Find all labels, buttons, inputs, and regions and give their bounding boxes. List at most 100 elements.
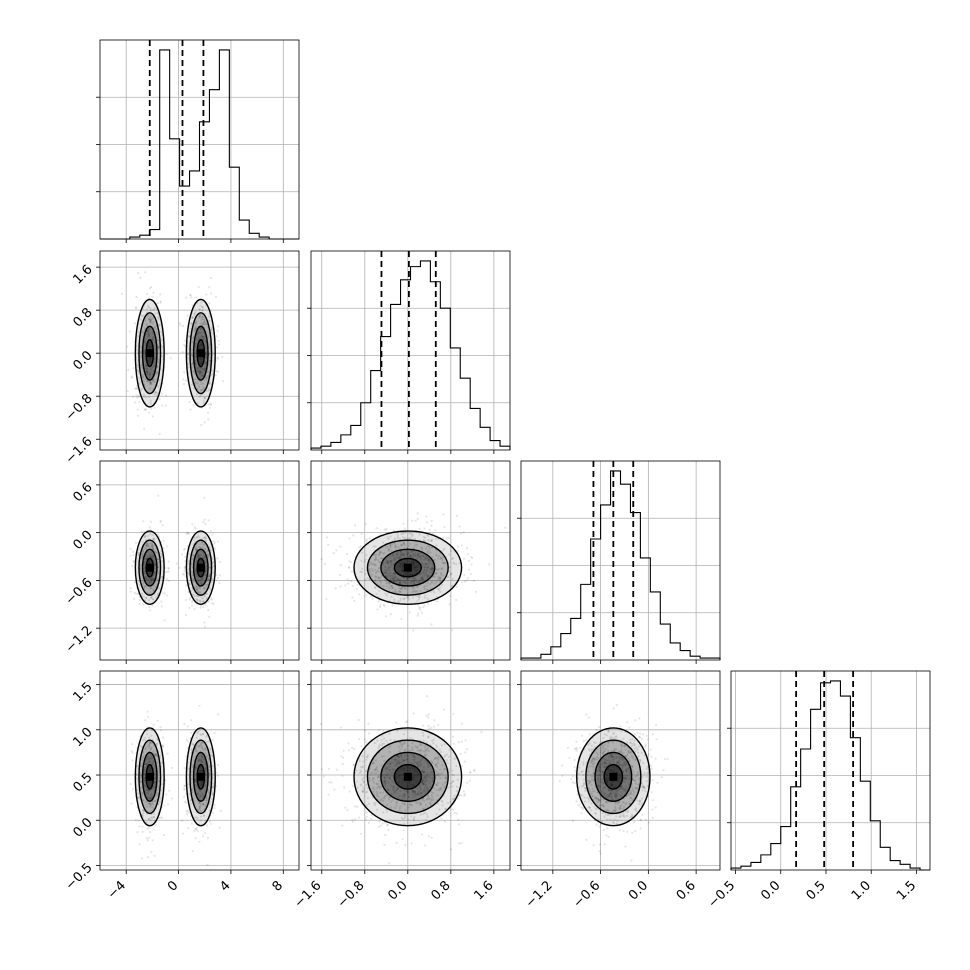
scatter-point — [480, 730, 483, 734]
panel-1-0: −1.6−0.80.00.81.6 — [63, 250, 300, 467]
scatter-point — [203, 365, 206, 368]
scatter-point — [162, 833, 165, 837]
scatter-point — [167, 579, 170, 582]
scatter-point — [155, 390, 158, 394]
scatter-point — [213, 732, 216, 735]
scatter-point — [354, 818, 357, 821]
scatter-point — [183, 788, 186, 791]
scatter-point — [319, 722, 323, 726]
scatter-point — [205, 362, 208, 365]
scatter-point — [196, 368, 199, 371]
scatter-point — [189, 293, 192, 297]
scatter-point — [158, 324, 161, 327]
scatter-point — [186, 357, 189, 360]
scatter-point — [159, 301, 162, 304]
scatter-point — [146, 333, 150, 336]
scatter-point — [190, 324, 193, 327]
scatter-point — [151, 337, 154, 340]
scatter-point — [196, 382, 199, 385]
scatter-point — [195, 369, 198, 372]
scatter-point — [199, 313, 202, 316]
scatter-point — [134, 387, 137, 390]
scatter-point — [624, 845, 627, 848]
scatter-point — [136, 831, 139, 834]
scatter-point — [402, 522, 405, 525]
scatter-point — [618, 829, 622, 832]
scatter-point — [128, 330, 131, 333]
scatter-point — [460, 794, 463, 797]
density-peak — [196, 349, 205, 358]
scatter-point — [203, 621, 206, 624]
scatter-point — [216, 346, 219, 349]
scatter-point — [216, 557, 219, 560]
scatter-point — [191, 362, 194, 365]
scatter-point — [194, 321, 197, 324]
scatter-point — [328, 781, 331, 784]
scatter-point — [200, 318, 203, 321]
scatter-point — [199, 336, 202, 339]
scatter-point — [148, 328, 151, 331]
scatter-point — [383, 843, 386, 846]
scatter-point — [332, 552, 335, 555]
scatter-point — [151, 369, 154, 372]
scatter-point — [145, 337, 148, 340]
scatter-point — [364, 818, 367, 821]
scatter-point — [155, 373, 158, 376]
scatter-point — [342, 749, 345, 752]
scatter-point — [157, 494, 160, 497]
scatter-point — [365, 741, 368, 744]
scatter-point — [200, 371, 203, 374]
scatter-point — [334, 587, 337, 590]
scatter-point — [156, 339, 159, 342]
scatter-point — [135, 394, 138, 397]
scatter-point — [464, 739, 467, 742]
contour-line — [134, 298, 165, 408]
scatter-point — [203, 367, 206, 370]
scatter-point — [188, 330, 191, 333]
scatter-point — [186, 725, 189, 728]
scatter-point — [192, 370, 195, 374]
scatter-point — [165, 793, 168, 796]
scatter-point — [149, 371, 152, 374]
scatter-point — [149, 319, 152, 322]
scatter-point — [465, 547, 469, 550]
scatter-point — [194, 837, 197, 840]
scatter-point — [199, 343, 203, 346]
scatter-point — [203, 397, 206, 400]
scatter-point — [189, 294, 192, 297]
scatter-point — [218, 826, 221, 829]
scatter-point — [647, 753, 650, 756]
scatter-point — [149, 307, 152, 310]
y-tick-label: −1.6 — [63, 434, 96, 467]
scatter-point — [137, 366, 140, 369]
scatter-point — [452, 712, 455, 715]
scatter-point — [198, 370, 201, 373]
scatter-point — [430, 836, 433, 839]
scatter-point — [218, 343, 221, 346]
scatter-point — [199, 394, 202, 397]
scatter-point — [202, 374, 205, 377]
scatter-point — [186, 813, 189, 816]
scatter-point — [388, 862, 391, 865]
scatter-point — [147, 715, 150, 719]
scatter-point — [198, 591, 201, 594]
scatter-point — [131, 395, 135, 399]
scatter-point — [432, 725, 436, 728]
scatter-point — [145, 370, 148, 373]
scatter-point — [200, 374, 203, 377]
scatter-point — [157, 533, 160, 536]
scatter-point — [139, 355, 142, 358]
scatter-point — [148, 836, 151, 839]
scatter-point — [384, 615, 387, 618]
scatter-point — [639, 827, 642, 830]
scatter-point — [320, 557, 323, 561]
scatter-point — [193, 608, 196, 611]
scatter-point — [149, 315, 152, 318]
scatter-point — [472, 579, 475, 583]
scatter-point — [203, 518, 206, 521]
scatter-point — [183, 567, 186, 571]
scatter-point — [443, 526, 446, 529]
panel-0-0 — [96, 39, 300, 243]
scatter-point — [351, 784, 354, 787]
scatter-point — [194, 828, 197, 831]
